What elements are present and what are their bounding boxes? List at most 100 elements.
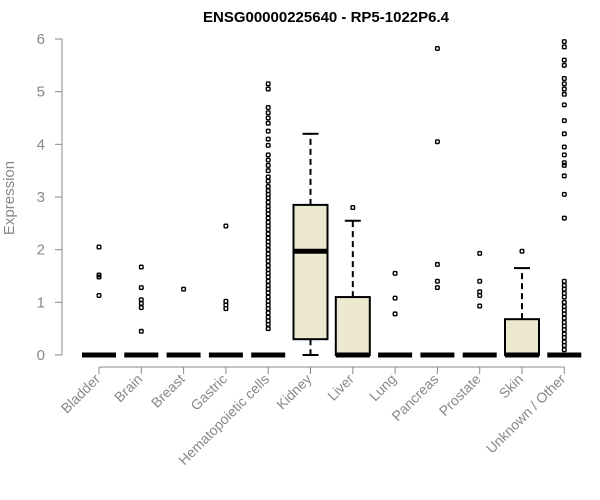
outlier-point bbox=[138, 264, 144, 270]
x-tick-label: Bladder bbox=[58, 371, 104, 417]
box-iqr bbox=[504, 318, 540, 357]
outlier-point bbox=[265, 128, 271, 134]
chart-title: ENSG00000225640 - RP5-1022P6.4 bbox=[203, 9, 450, 26]
outlier-point bbox=[561, 327, 567, 333]
outlier-point bbox=[561, 91, 567, 97]
boxes bbox=[82, 39, 582, 358]
outlier-point bbox=[265, 326, 271, 332]
x-tick-label: Pancreas bbox=[388, 371, 441, 424]
outlier-point bbox=[477, 303, 483, 309]
box-group bbox=[251, 81, 286, 358]
outlier-point bbox=[265, 306, 271, 312]
box-group bbox=[208, 223, 243, 358]
outlier-point bbox=[265, 247, 271, 253]
outlier-point bbox=[561, 39, 567, 45]
outlier-point bbox=[138, 328, 144, 334]
outlier-point bbox=[265, 120, 271, 126]
outlier-point bbox=[265, 227, 271, 233]
outlier-point bbox=[265, 242, 271, 248]
x-tick-label: Kidney bbox=[273, 371, 315, 413]
outlier-point bbox=[138, 305, 144, 311]
outlier-point bbox=[265, 157, 271, 163]
outlier-point bbox=[561, 294, 567, 300]
outlier-point bbox=[265, 152, 271, 158]
outlier-point bbox=[561, 286, 567, 292]
outlier-point bbox=[561, 173, 567, 179]
outlier-point bbox=[96, 292, 102, 298]
box-group bbox=[124, 264, 159, 358]
outlier-point bbox=[265, 183, 271, 189]
y-tick-label: 2 bbox=[37, 242, 45, 259]
outlier-point bbox=[561, 311, 567, 317]
x-tick-label: Unknown / Other bbox=[483, 371, 569, 457]
y-tick-label: 1 bbox=[37, 294, 45, 311]
outlier-point bbox=[265, 294, 271, 300]
y-tick-label: 6 bbox=[37, 31, 45, 48]
outlier-point bbox=[265, 278, 271, 284]
outlier-point bbox=[265, 86, 271, 92]
outlier-point bbox=[477, 278, 483, 284]
outlier-point bbox=[138, 285, 144, 291]
outlier-point bbox=[561, 44, 567, 50]
x-tick-label: Skin bbox=[496, 371, 527, 402]
outlier-point bbox=[265, 310, 271, 316]
box-group bbox=[504, 248, 540, 358]
y-tick-label: 0 bbox=[37, 347, 45, 364]
outlier-point bbox=[561, 278, 567, 284]
outlier-point bbox=[561, 62, 567, 68]
outlier-point bbox=[561, 160, 567, 166]
outlier-point bbox=[265, 290, 271, 296]
outlier-point bbox=[265, 231, 271, 237]
box-group bbox=[378, 270, 413, 358]
outlier-point bbox=[265, 274, 271, 280]
outlier-point bbox=[561, 81, 567, 87]
outlier-point bbox=[96, 244, 102, 250]
outlier-point bbox=[434, 139, 440, 145]
outlier-point bbox=[265, 178, 271, 184]
outlier-point bbox=[265, 195, 271, 201]
outlier-point bbox=[265, 199, 271, 205]
x-tick-label: Liver bbox=[324, 371, 357, 404]
x-tick-label: Brain bbox=[111, 371, 145, 405]
outlier-point bbox=[392, 270, 398, 276]
x-tick-label: Breast bbox=[148, 371, 188, 411]
box-group bbox=[166, 286, 201, 358]
outlier-point bbox=[561, 191, 567, 197]
box-group bbox=[334, 205, 371, 358]
axes: 0 1 2 3 4 5 6 bbox=[37, 31, 565, 374]
outlier-point bbox=[477, 292, 483, 298]
outlier-point bbox=[434, 45, 440, 51]
outlier-point bbox=[265, 321, 271, 327]
outlier-point bbox=[561, 75, 567, 81]
outlier-point bbox=[265, 104, 271, 110]
outlier-point bbox=[434, 278, 440, 284]
outlier-point bbox=[392, 295, 398, 301]
outlier-point bbox=[561, 335, 567, 341]
box-group bbox=[462, 250, 497, 358]
x-tick-label: Prostate bbox=[436, 371, 484, 419]
outlier-point bbox=[561, 299, 567, 305]
box-group bbox=[420, 45, 455, 358]
outlier-point bbox=[561, 144, 567, 150]
outlier-point bbox=[350, 205, 356, 211]
outlier-point bbox=[561, 57, 567, 63]
outlier-point bbox=[561, 215, 567, 221]
outlier-point bbox=[265, 162, 271, 168]
outlier-point bbox=[561, 347, 567, 353]
outlier-point bbox=[265, 115, 271, 121]
outlier-point bbox=[561, 343, 567, 349]
outlier-point bbox=[434, 261, 440, 267]
box-iqr bbox=[334, 296, 371, 357]
outlier-point bbox=[223, 223, 229, 229]
outlier-point bbox=[265, 81, 271, 87]
outlier-point bbox=[181, 286, 187, 292]
outlier-point bbox=[434, 285, 440, 291]
outlier-point bbox=[223, 306, 229, 312]
y-tick-label: 4 bbox=[37, 136, 45, 153]
outlier-point bbox=[265, 262, 271, 268]
y-tick-label: 3 bbox=[37, 189, 45, 206]
outlier-point bbox=[265, 168, 271, 174]
outlier-point bbox=[265, 174, 271, 180]
